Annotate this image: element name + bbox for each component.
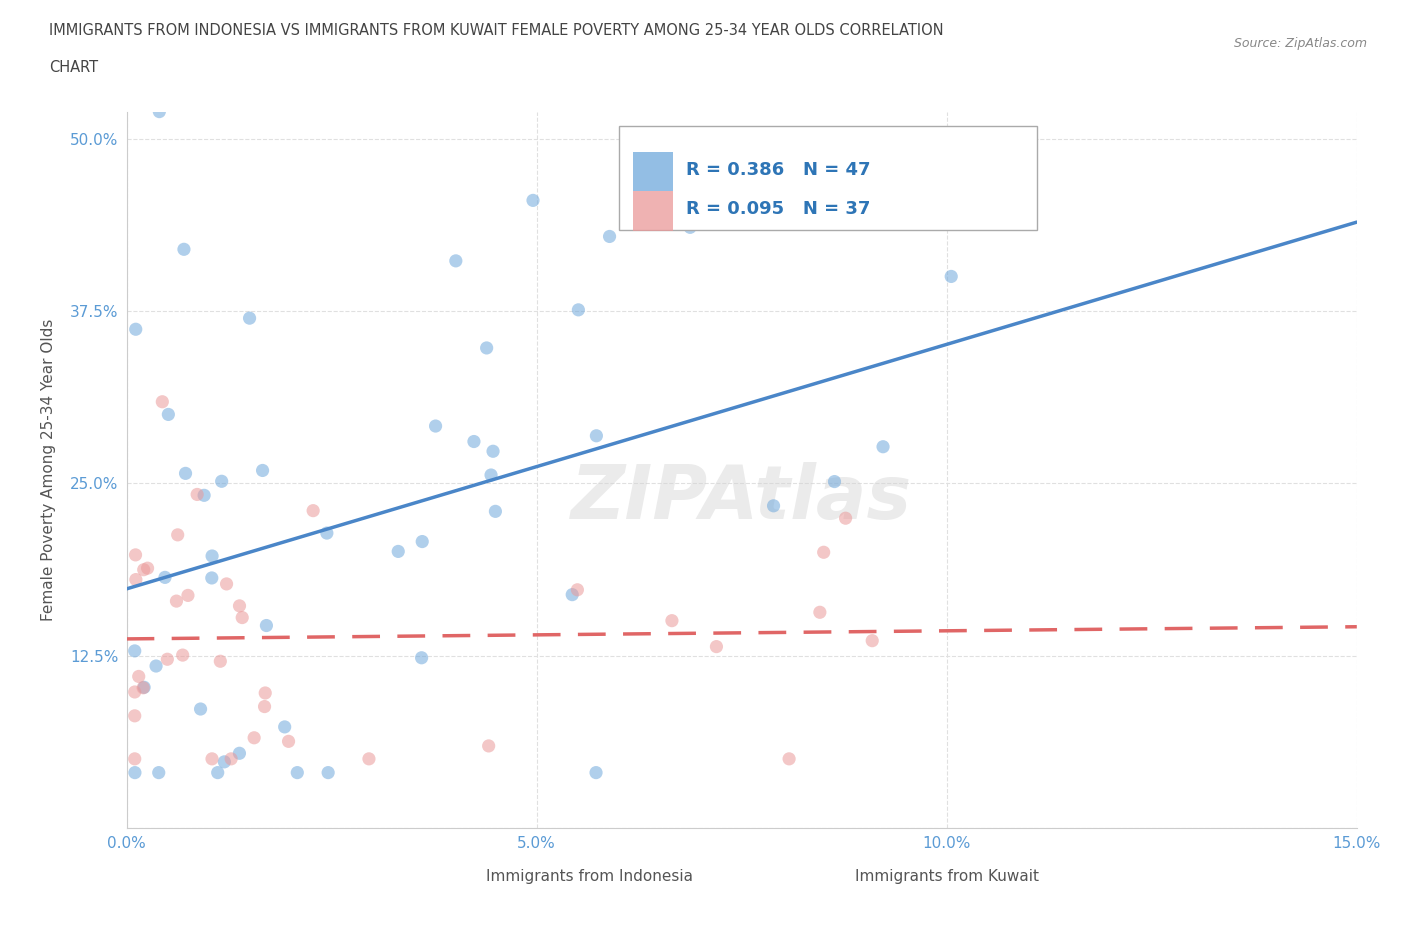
Point: [522, 193, 544, 207]
Text: CHART: CHART: [49, 60, 98, 75]
Point: [156, 652, 179, 667]
Bar: [633, 192, 673, 231]
Point: [387, 544, 409, 559]
Point: [316, 765, 339, 780]
Point: [124, 751, 146, 766]
Point: [824, 474, 846, 489]
Point: [166, 527, 188, 542]
Bar: [815, 863, 842, 891]
Point: [834, 511, 856, 525]
Point: [193, 488, 215, 503]
Point: [679, 219, 702, 234]
Point: [165, 593, 187, 608]
Point: [411, 534, 433, 549]
Point: [211, 474, 233, 489]
Point: [860, 633, 883, 648]
Point: [219, 751, 242, 766]
Point: [243, 730, 266, 745]
Point: [273, 720, 295, 735]
Point: [762, 498, 785, 513]
Point: [207, 765, 229, 780]
Text: ZIPAtlas: ZIPAtlas: [571, 462, 912, 535]
Point: [475, 340, 498, 355]
Text: R = 0.386   N = 47: R = 0.386 N = 47: [686, 161, 870, 179]
Point: [411, 650, 433, 665]
Text: R = 0.095   N = 37: R = 0.095 N = 37: [686, 200, 870, 218]
Point: [253, 699, 276, 714]
Point: [153, 570, 176, 585]
Point: [444, 253, 467, 268]
FancyBboxPatch shape: [619, 126, 1038, 230]
Point: [567, 582, 589, 597]
Point: [124, 709, 146, 724]
Point: [813, 545, 835, 560]
Point: [425, 418, 447, 433]
Point: [201, 549, 224, 564]
Point: [128, 669, 150, 684]
Point: [214, 754, 236, 769]
Point: [228, 746, 250, 761]
Point: [228, 598, 250, 613]
Point: [463, 434, 485, 449]
Y-axis label: Female Poverty Among 25-34 Year Olds: Female Poverty Among 25-34 Year Olds: [41, 318, 56, 621]
Point: [124, 644, 146, 658]
Point: [252, 463, 274, 478]
Point: [201, 751, 224, 766]
Point: [172, 647, 194, 662]
Point: [661, 613, 683, 628]
Point: [585, 765, 607, 780]
Point: [125, 572, 148, 587]
Point: [357, 751, 380, 766]
Text: Source: ZipAtlas.com: Source: ZipAtlas.com: [1233, 37, 1367, 50]
Point: [478, 738, 501, 753]
Point: [124, 684, 146, 699]
Point: [302, 503, 325, 518]
Text: Immigrants from Indonesia: Immigrants from Indonesia: [486, 869, 693, 883]
Point: [186, 487, 208, 502]
Point: [231, 610, 253, 625]
Point: [215, 577, 238, 591]
Point: [136, 561, 159, 576]
Bar: [633, 152, 673, 192]
Text: IMMIGRANTS FROM INDONESIA VS IMMIGRANTS FROM KUWAIT FEMALE POVERTY AMONG 25-34 Y: IMMIGRANTS FROM INDONESIA VS IMMIGRANTS …: [49, 23, 943, 38]
Bar: [447, 863, 474, 891]
Point: [561, 587, 583, 602]
Point: [150, 394, 173, 409]
Point: [157, 407, 180, 422]
Point: [254, 618, 277, 633]
Point: [148, 765, 170, 780]
Point: [125, 322, 148, 337]
Point: [145, 658, 167, 673]
Point: [778, 751, 800, 766]
Point: [124, 548, 146, 563]
Text: Immigrants from Kuwait: Immigrants from Kuwait: [855, 869, 1039, 883]
Point: [132, 681, 155, 696]
Point: [941, 269, 963, 284]
Point: [177, 588, 200, 603]
Point: [190, 701, 212, 716]
Point: [201, 570, 224, 585]
Point: [285, 765, 308, 780]
Point: [173, 242, 195, 257]
Point: [484, 504, 506, 519]
Point: [599, 229, 621, 244]
Point: [585, 429, 607, 444]
Point: [315, 525, 337, 540]
Point: [124, 765, 146, 780]
Point: [482, 444, 505, 458]
Point: [808, 604, 831, 619]
Point: [872, 439, 894, 454]
Point: [706, 639, 728, 654]
Point: [134, 680, 156, 695]
Point: [132, 563, 155, 578]
Point: [148, 104, 170, 119]
Point: [479, 468, 502, 483]
Point: [567, 302, 589, 317]
Point: [254, 685, 277, 700]
Point: [277, 734, 299, 749]
Point: [239, 311, 262, 325]
Point: [209, 654, 232, 669]
Point: [174, 466, 197, 481]
